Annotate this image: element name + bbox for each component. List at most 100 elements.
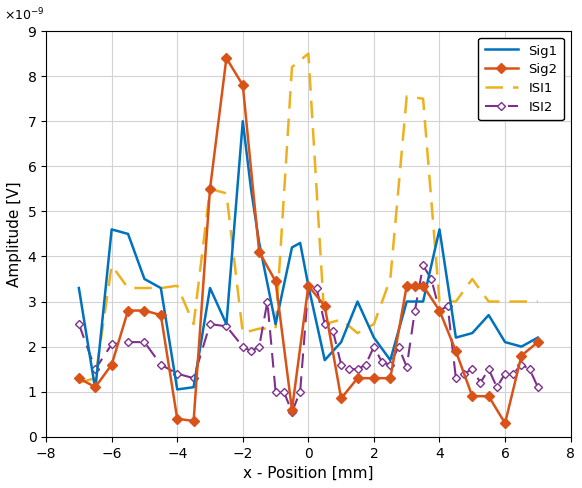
ISI1 <box>436 299 443 305</box>
ISI1 <box>534 299 541 305</box>
ISI2 <box>157 362 164 367</box>
ISI2 <box>362 362 369 367</box>
Sig1 <box>157 285 164 291</box>
Sig1 <box>207 285 214 291</box>
Sig1 <box>354 299 361 305</box>
Sig2 <box>157 312 164 318</box>
ISI2 <box>420 263 427 268</box>
Line: Sig2: Sig2 <box>76 55 541 427</box>
Sig2 <box>338 396 345 402</box>
Sig2 <box>255 249 262 255</box>
X-axis label: x - Position [mm]: x - Position [mm] <box>243 466 374 481</box>
ISI2 <box>247 348 254 354</box>
ISI2 <box>207 321 214 327</box>
Sig2 <box>485 393 492 399</box>
Sig1 <box>174 386 181 392</box>
ISI2 <box>428 276 435 282</box>
ISI2 <box>485 366 492 372</box>
ISI2 <box>444 303 451 309</box>
Text: $\times10^{-9}$: $\times10^{-9}$ <box>4 6 45 23</box>
ISI2 <box>379 360 386 366</box>
Sig2 <box>354 375 361 381</box>
Sig2 <box>436 307 443 313</box>
Sig2 <box>469 393 475 399</box>
Sig1 <box>387 357 394 363</box>
ISI2 <box>494 384 501 390</box>
Sig2 <box>207 186 214 192</box>
Sig1 <box>403 299 410 305</box>
ISI2 <box>313 285 320 291</box>
ISI1 <box>272 325 279 331</box>
Sig1 <box>223 321 230 327</box>
Sig1 <box>125 231 132 237</box>
Sig2 <box>190 418 197 424</box>
Sig1 <box>92 386 99 392</box>
Sig2 <box>321 303 328 309</box>
ISI2 <box>395 344 402 349</box>
ISI1 <box>370 321 377 327</box>
Line: ISI1: ISI1 <box>79 54 538 383</box>
Sig2 <box>370 375 377 381</box>
ISI1 <box>321 321 328 327</box>
ISI2 <box>141 339 148 345</box>
ISI1 <box>387 276 394 282</box>
ISI2 <box>305 283 312 289</box>
Sig1 <box>321 357 328 363</box>
ISI2 <box>411 307 418 313</box>
ISI2 <box>477 380 484 386</box>
Sig2 <box>174 416 181 422</box>
ISI2 <box>338 362 345 367</box>
Line: ISI2: ISI2 <box>76 263 541 415</box>
Sig1 <box>141 276 148 282</box>
Sig2 <box>141 307 148 313</box>
ISI1 <box>518 299 525 305</box>
Sig1 <box>297 240 304 246</box>
ISI1 <box>452 299 459 305</box>
ISI1 <box>207 186 214 192</box>
Sig2 <box>518 353 525 359</box>
Sig2 <box>239 82 246 88</box>
Sig1 <box>420 299 427 305</box>
Sig1 <box>485 312 492 318</box>
Sig1 <box>518 344 525 349</box>
ISI2 <box>297 389 304 395</box>
ISI1 <box>125 285 132 291</box>
Legend: Sig1, Sig2, ISI1, ISI2: Sig1, Sig2, ISI1, ISI2 <box>478 38 564 121</box>
ISI2 <box>518 362 525 367</box>
ISI1 <box>420 96 427 102</box>
Sig1 <box>370 335 377 341</box>
Sig2 <box>411 283 418 289</box>
ISI1 <box>92 375 99 381</box>
ISI2 <box>92 366 99 372</box>
Sig1 <box>338 339 345 345</box>
ISI1 <box>141 285 148 291</box>
ISI2 <box>329 328 336 334</box>
Sig1 <box>502 339 509 345</box>
Y-axis label: Amplitude [V]: Amplitude [V] <box>7 181 22 287</box>
ISI2 <box>223 324 230 329</box>
ISI2 <box>174 371 181 377</box>
ISI1 <box>255 325 262 331</box>
ISI2 <box>403 364 410 370</box>
ISI2 <box>510 371 517 377</box>
Sig2 <box>403 283 410 289</box>
ISI2 <box>321 321 328 327</box>
ISI2 <box>289 409 296 415</box>
ISI2 <box>526 366 533 372</box>
Sig1 <box>289 244 296 250</box>
Sig2 <box>223 55 230 61</box>
Sig1 <box>76 285 83 291</box>
ISI1 <box>354 330 361 336</box>
ISI2 <box>469 366 475 372</box>
Sig1 <box>436 226 443 232</box>
ISI1 <box>76 380 83 386</box>
ISI1 <box>485 299 492 305</box>
ISI1 <box>157 285 164 291</box>
ISI2 <box>264 299 271 305</box>
Sig2 <box>452 348 459 354</box>
Sig1 <box>255 240 262 246</box>
ISI2 <box>76 321 83 327</box>
ISI2 <box>125 339 132 345</box>
ISI1 <box>289 64 296 70</box>
ISI2 <box>272 389 279 395</box>
